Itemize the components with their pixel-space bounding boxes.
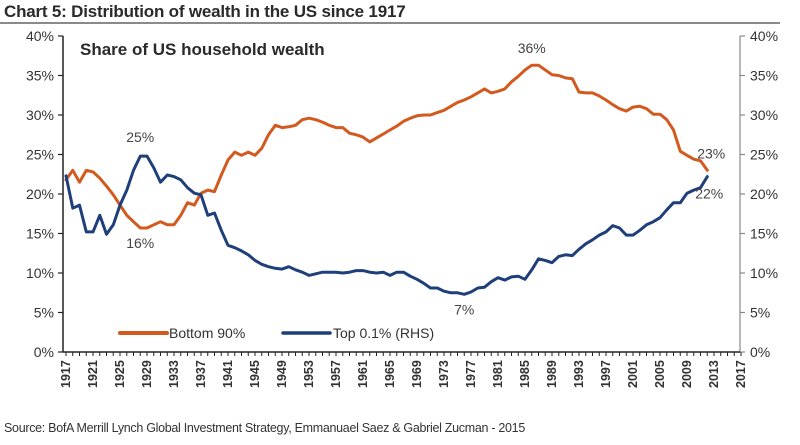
y-tick-label: 25% (26, 147, 54, 163)
x-tick-label: 2017 (734, 360, 748, 388)
x-tick-label: 1993 (572, 360, 586, 388)
x-tick-label: 1965 (383, 360, 397, 388)
x-tick-label: 1925 (113, 360, 127, 388)
x-tick-label: 1937 (194, 360, 208, 388)
x-tick-label: 1929 (140, 360, 154, 388)
x-tick-label: 2005 (653, 360, 667, 388)
x-tick-label: 1953 (302, 360, 316, 388)
legend-label-top-01: Top 0.1% (RHS) (333, 325, 434, 341)
y-tick-label: 10% (26, 265, 54, 281)
y2-tick-label: 15% (750, 226, 778, 242)
y-tick-label: 30% (26, 107, 54, 123)
axes: 0% 5% 10% 15% 20% 25% 30% 35% 40% 0% 5% 10% 15% 20% 25… (26, 28, 778, 360)
x-axis-ticks: 1917 1921 1925 1929 1933 1937 1941 1945 1949 1953… (59, 352, 748, 388)
x-tick-label: 1981 (491, 360, 505, 388)
x-tick-label: 1989 (545, 360, 559, 388)
y2-tick-label: 25% (750, 147, 778, 163)
x-tick-label: 1997 (599, 360, 613, 388)
x-tick-label: 1921 (86, 360, 100, 388)
top-01-line (64, 154, 709, 296)
y-tick-label: 20% (26, 186, 54, 202)
chart-subtitle: Share of US household wealth (80, 40, 325, 59)
data-label: 23% (697, 145, 725, 161)
y2-tick-label: 0% (750, 344, 770, 360)
source-note: Source: BofA Merrill Lynch Global Invest… (4, 421, 525, 435)
data-label: 16% (126, 235, 154, 251)
x-tick-label: 1933 (167, 360, 181, 388)
y-tick-label: 5% (34, 305, 54, 321)
x-tick-label: 1985 (518, 360, 532, 388)
x-tick-label: 1957 (329, 360, 343, 388)
data-label: 36% (518, 40, 546, 56)
y2-tick-label: 30% (750, 107, 778, 123)
title-divider (0, 22, 780, 24)
y2-tick-label: 35% (750, 68, 778, 84)
chart-title: Chart 5: Distribution of wealth in the U… (4, 2, 406, 21)
legend: Bottom 90% Top 0.1% (RHS) (118, 325, 434, 341)
y-tick-label: 40% (26, 28, 54, 44)
legend-label-bottom-90: Bottom 90% (169, 325, 245, 341)
bottom-90-line (64, 63, 709, 230)
x-tick-label: 1949 (275, 360, 289, 388)
y-tick-label: 15% (26, 226, 54, 242)
x-tick-label: 2013 (707, 360, 721, 388)
x-tick-label: 1941 (221, 360, 235, 388)
y-tick-label: 35% (26, 68, 54, 84)
x-tick-label: 1961 (356, 360, 370, 388)
data-label: 25% (126, 129, 154, 145)
data-label: 22% (695, 186, 723, 202)
x-tick-label: 1977 (464, 360, 478, 388)
y2-tick-label: 5% (750, 305, 770, 321)
x-tick-label: 2001 (626, 360, 640, 388)
x-tick-label: 1969 (410, 360, 424, 388)
y2-tick-label: 10% (750, 265, 778, 281)
y-tick-label: 0% (34, 344, 54, 360)
data-label: 7% (454, 301, 474, 317)
x-tick-label: 1917 (59, 360, 73, 388)
annotations: 25% 16% 36% 7% 23% 22% (126, 40, 725, 317)
x-tick-label: 2009 (680, 360, 694, 388)
y2-tick-label: 40% (750, 28, 778, 44)
y2-tick-label: 20% (750, 186, 778, 202)
x-tick-label: 1945 (248, 360, 262, 388)
series-lines (64, 63, 709, 296)
x-tick-label: 1973 (437, 360, 451, 388)
